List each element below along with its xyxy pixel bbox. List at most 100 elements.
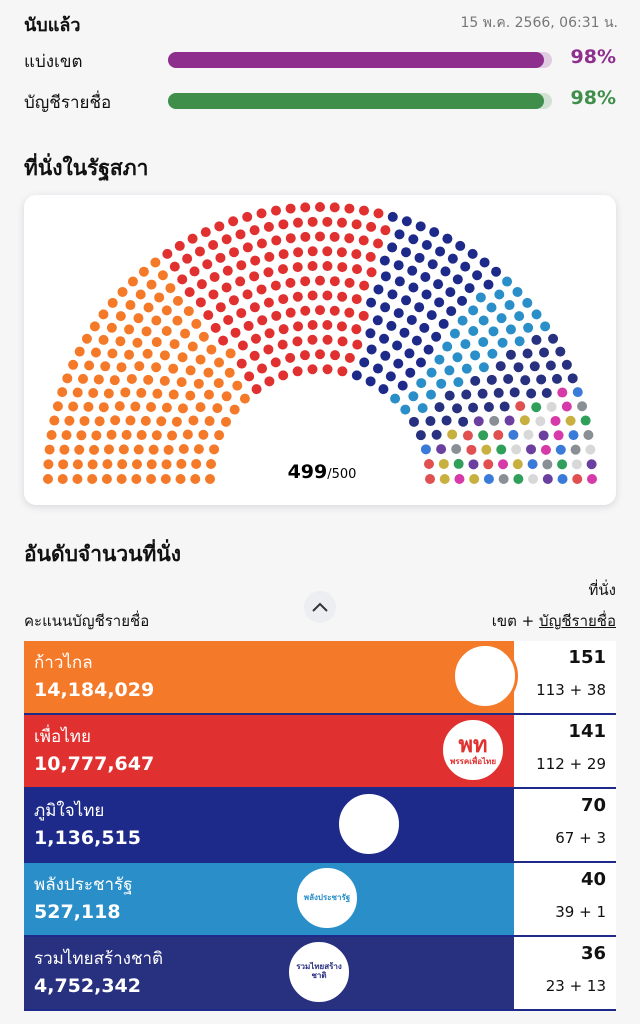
seat: [43, 459, 54, 470]
party-breakdown: 113 + 38: [536, 681, 606, 699]
seat: [541, 387, 552, 398]
seat: [307, 334, 318, 345]
seat: [393, 308, 404, 319]
seat: [300, 202, 311, 213]
collapse-button[interactable]: [303, 590, 337, 624]
seat: [57, 474, 68, 484]
parliament-chart: 499/500: [43, 202, 597, 484]
seat: [242, 211, 253, 222]
seat: [386, 320, 397, 331]
seat: [401, 295, 412, 306]
seat: [168, 363, 179, 374]
seat: [572, 387, 583, 398]
seat: [161, 305, 172, 316]
seat: [270, 205, 281, 216]
seat: [100, 361, 111, 372]
seat: [475, 292, 486, 303]
seat: [513, 474, 524, 484]
seat: [161, 402, 172, 413]
seat: [171, 416, 182, 427]
breakdown-header: เขต + บัญชีรายชื่อ: [492, 609, 616, 633]
seat: [329, 305, 340, 316]
seat: [72, 474, 83, 484]
seat: [466, 444, 477, 455]
seat: [535, 416, 546, 427]
seat: [256, 238, 267, 249]
seat: [52, 401, 63, 412]
seat: [469, 474, 480, 484]
party-breakdown: 39 + 1: [555, 903, 606, 921]
seat: [146, 402, 157, 413]
seat: [307, 261, 318, 272]
party-band: [24, 863, 514, 935]
seat: [315, 305, 325, 316]
seat: [210, 322, 221, 333]
seat: [307, 364, 318, 375]
seat: [235, 229, 246, 240]
seat: [337, 217, 348, 228]
seat: [337, 366, 348, 377]
seat: [522, 297, 533, 308]
seat: [478, 430, 489, 441]
logo-text: พรรคเพื่อไทย: [449, 756, 496, 766]
seat: [322, 319, 333, 330]
seat: [493, 430, 504, 441]
seat: [167, 430, 178, 441]
seat: [117, 459, 128, 470]
progress-label: บัญชีรายชื่อ: [24, 93, 112, 113]
seat: [460, 261, 471, 272]
seat: [235, 276, 246, 287]
party-row: รวมไทยสร้างชาติ 4,752,342 รวมไทยสร้างชาติ 3…: [24, 937, 616, 1011]
seat: [423, 459, 434, 470]
seat: [148, 444, 159, 455]
seat: [483, 474, 494, 484]
seat: [542, 474, 553, 484]
seat: [256, 208, 267, 219]
seat: [523, 322, 534, 333]
seat: [270, 280, 281, 291]
seat: [404, 348, 415, 359]
seat: [329, 276, 340, 287]
seat: [504, 300, 515, 311]
seat: [505, 324, 516, 335]
seat: [536, 374, 547, 385]
seat: [215, 252, 226, 263]
seat: [423, 344, 434, 355]
section-title: ที่นั่งในรัฐสภา: [24, 156, 149, 180]
seat: [445, 287, 456, 298]
progress-fill: [168, 52, 545, 68]
seat: [183, 306, 194, 317]
seat: [136, 430, 147, 441]
seat: [438, 458, 449, 469]
seat: [435, 246, 446, 257]
seat: [184, 287, 195, 298]
seat: [379, 255, 390, 266]
seat: [127, 276, 138, 287]
party-seats: 40: [580, 869, 606, 890]
seat: [242, 242, 253, 253]
seat: [114, 401, 125, 412]
seat: [124, 349, 135, 360]
seat: [561, 359, 572, 370]
seat: [182, 429, 193, 440]
seat: [229, 404, 240, 415]
seat: [426, 389, 437, 400]
seat: [102, 459, 113, 470]
seat: [442, 341, 453, 352]
seat: [425, 474, 435, 484]
logo-text: พท: [458, 732, 488, 758]
seat: [209, 272, 220, 283]
seat: [359, 205, 370, 216]
seat: [263, 267, 274, 278]
seat: [152, 388, 163, 399]
seat: [483, 459, 494, 470]
seat: [196, 279, 207, 290]
seat: [440, 266, 451, 277]
seat: [420, 444, 431, 455]
seat: [487, 348, 498, 359]
seat: [497, 337, 508, 348]
seat: [337, 262, 348, 273]
seat: [467, 248, 478, 259]
seat: [249, 271, 260, 282]
